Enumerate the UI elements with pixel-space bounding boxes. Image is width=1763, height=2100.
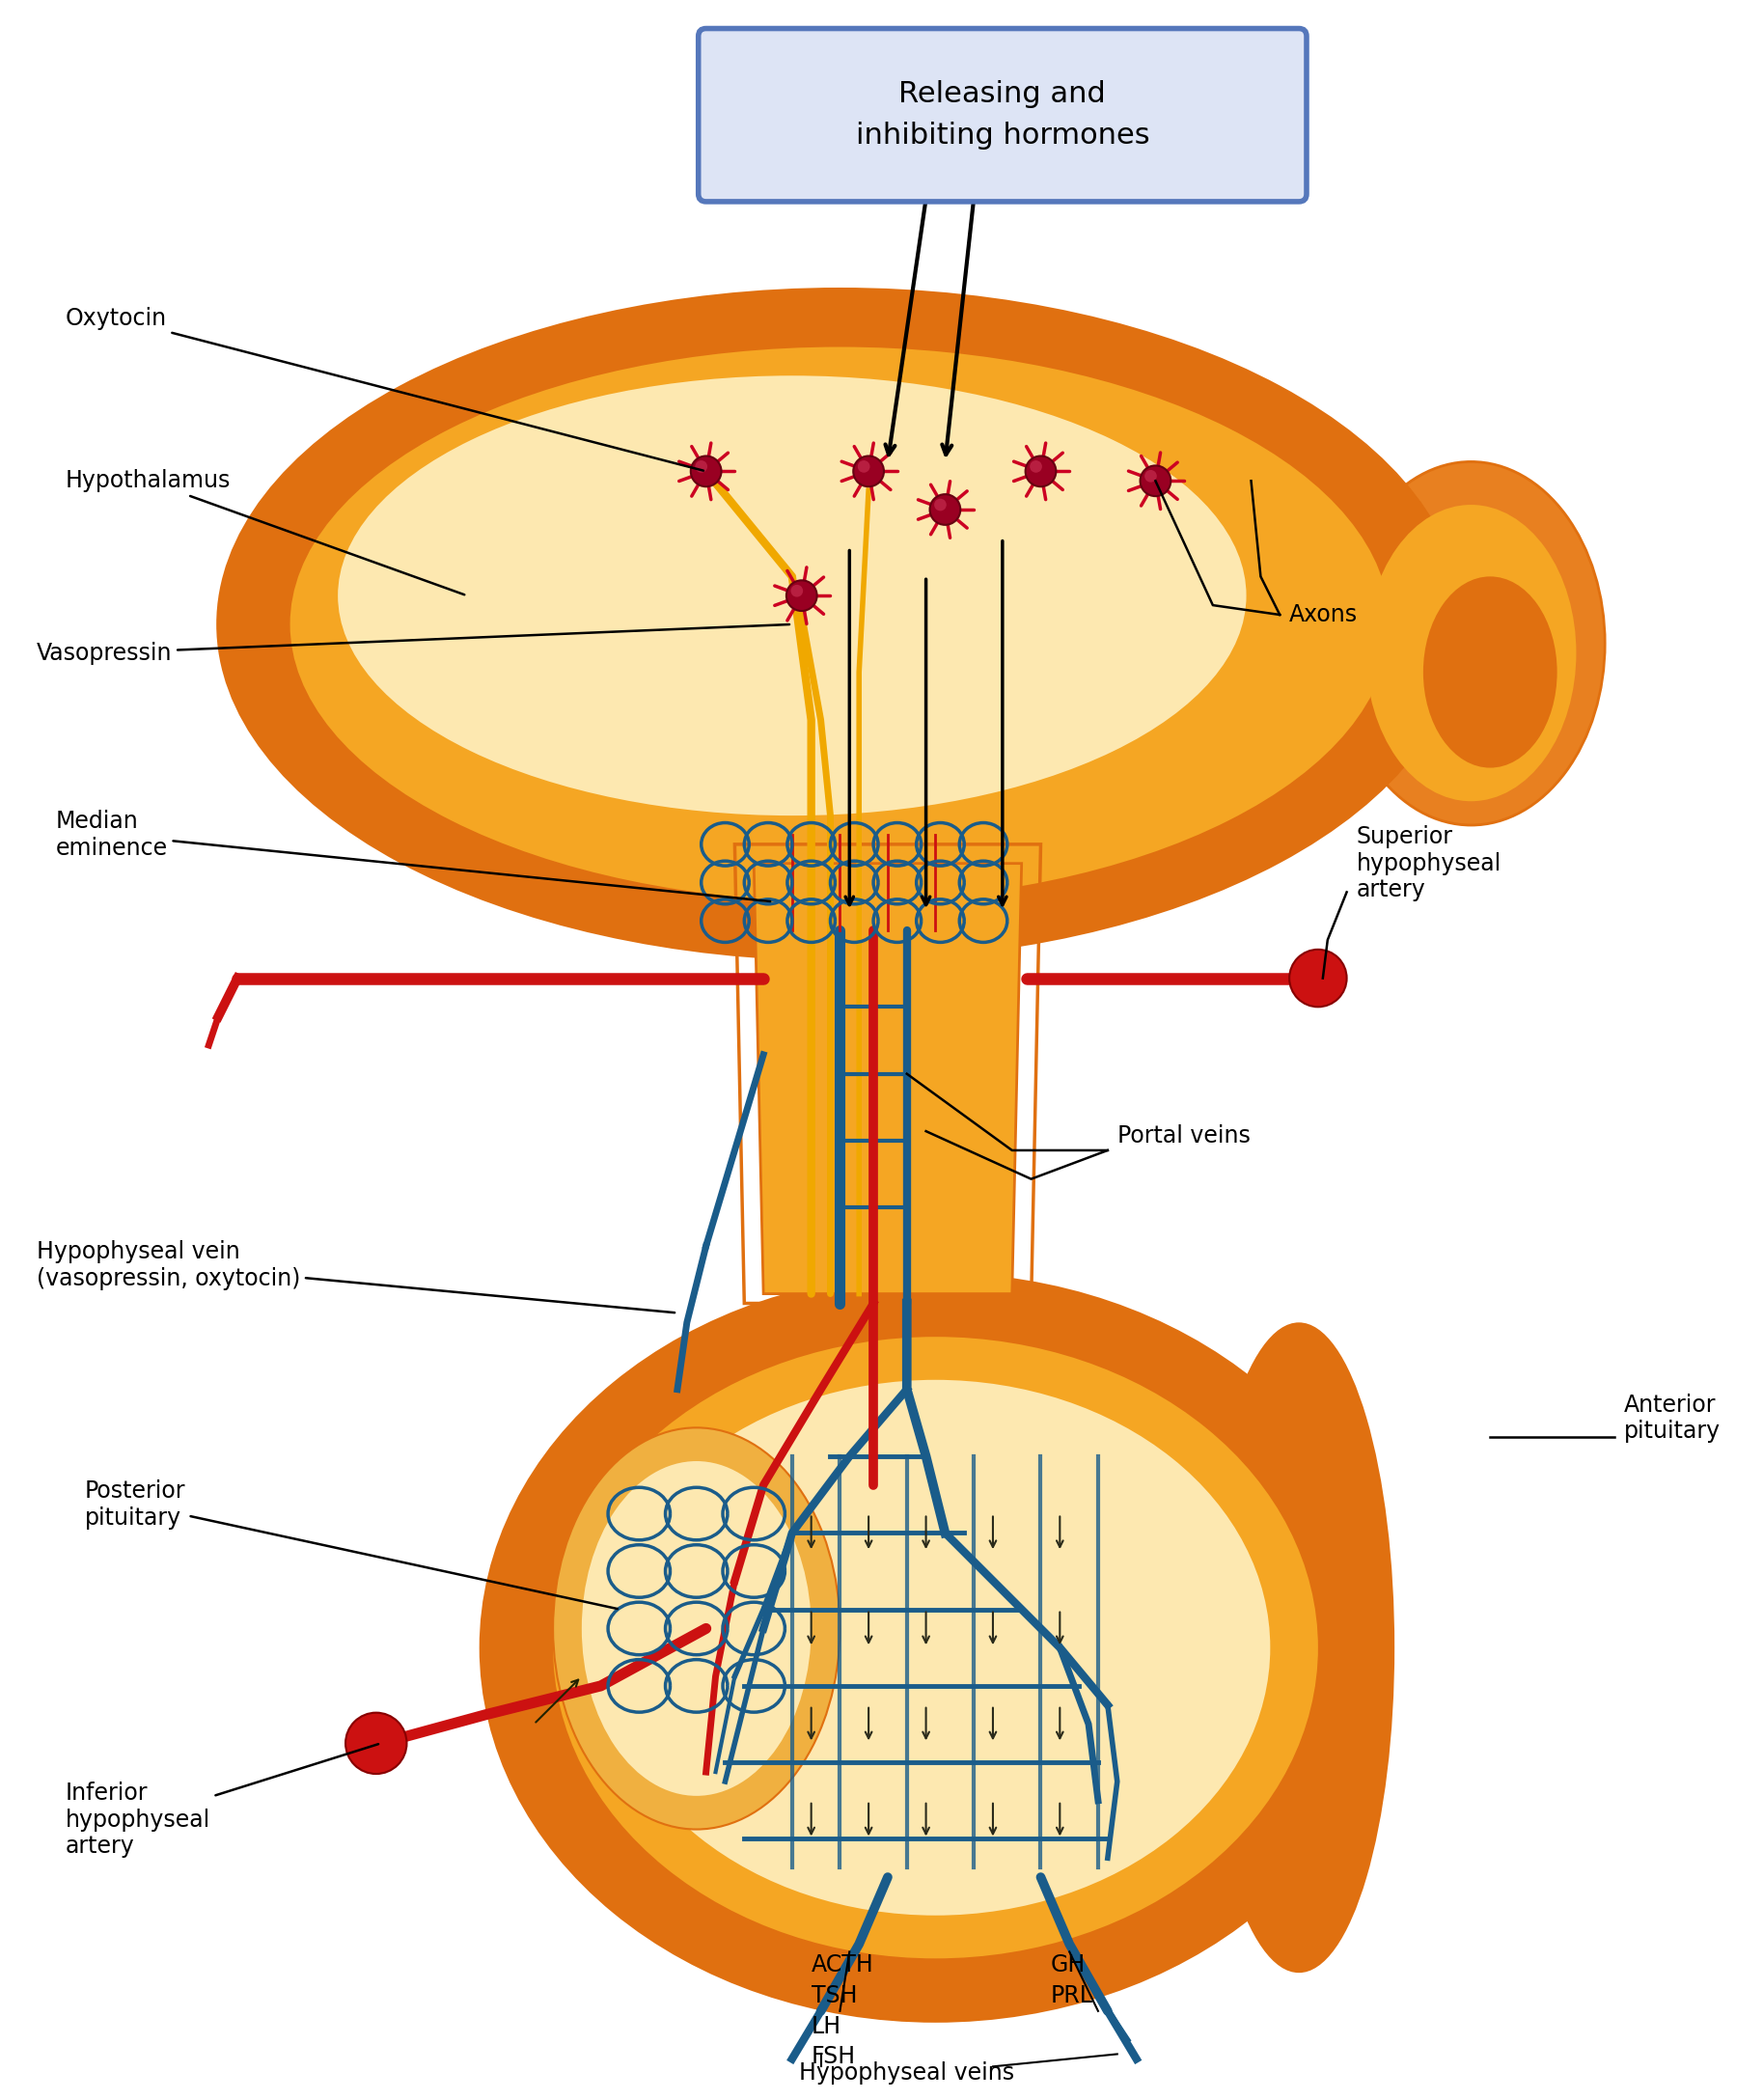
- Ellipse shape: [554, 1338, 1319, 1959]
- Ellipse shape: [1423, 578, 1557, 769]
- Ellipse shape: [582, 1462, 811, 1796]
- Circle shape: [792, 584, 802, 596]
- Circle shape: [853, 456, 883, 487]
- Ellipse shape: [219, 290, 1462, 960]
- Text: Vasopressin: Vasopressin: [37, 624, 790, 664]
- Text: ACTH
TSH
LH
FSH: ACTH TSH LH FSH: [811, 1953, 874, 2068]
- Text: Portal veins: Portal veins: [1118, 1124, 1250, 1147]
- Circle shape: [695, 460, 707, 472]
- Ellipse shape: [1336, 462, 1604, 825]
- Circle shape: [929, 493, 961, 525]
- Circle shape: [346, 1714, 407, 1774]
- Circle shape: [1289, 949, 1347, 1006]
- Circle shape: [1141, 466, 1171, 496]
- Ellipse shape: [601, 1380, 1269, 1915]
- Circle shape: [1144, 470, 1157, 483]
- Text: Hypophyseal veins: Hypophyseal veins: [799, 2062, 1014, 2085]
- FancyBboxPatch shape: [698, 29, 1306, 202]
- Text: Releasing and
inhibiting hormones: Releasing and inhibiting hormones: [855, 80, 1149, 149]
- Text: Posterior
pituitary: Posterior pituitary: [85, 1478, 617, 1609]
- Text: Oxytocin: Oxytocin: [65, 307, 703, 470]
- Polygon shape: [755, 863, 1021, 1294]
- Circle shape: [786, 580, 816, 611]
- Ellipse shape: [1366, 504, 1576, 802]
- Circle shape: [1030, 460, 1042, 472]
- Text: Anterior
pituitary: Anterior pituitary: [1624, 1392, 1721, 1443]
- Text: Median
eminence: Median eminence: [56, 811, 770, 901]
- Text: Superior
hypophyseal
artery: Superior hypophyseal artery: [1356, 825, 1502, 901]
- Text: GH
PRL: GH PRL: [1051, 1953, 1093, 2008]
- Ellipse shape: [1204, 1323, 1395, 1972]
- Text: Inferior
hypophyseal
artery: Inferior hypophyseal artery: [65, 1745, 379, 1858]
- Ellipse shape: [554, 1428, 839, 1829]
- Ellipse shape: [338, 376, 1246, 815]
- Text: Hypothalamus: Hypothalamus: [65, 468, 464, 594]
- Circle shape: [857, 460, 869, 472]
- Ellipse shape: [481, 1275, 1389, 2020]
- Circle shape: [691, 456, 721, 487]
- Ellipse shape: [291, 346, 1389, 901]
- Circle shape: [1026, 456, 1056, 487]
- Text: Axons: Axons: [1289, 603, 1358, 626]
- Text: Hypophyseal vein
(vasopressin, oxytocin): Hypophyseal vein (vasopressin, oxytocin): [37, 1241, 675, 1312]
- Circle shape: [934, 498, 947, 510]
